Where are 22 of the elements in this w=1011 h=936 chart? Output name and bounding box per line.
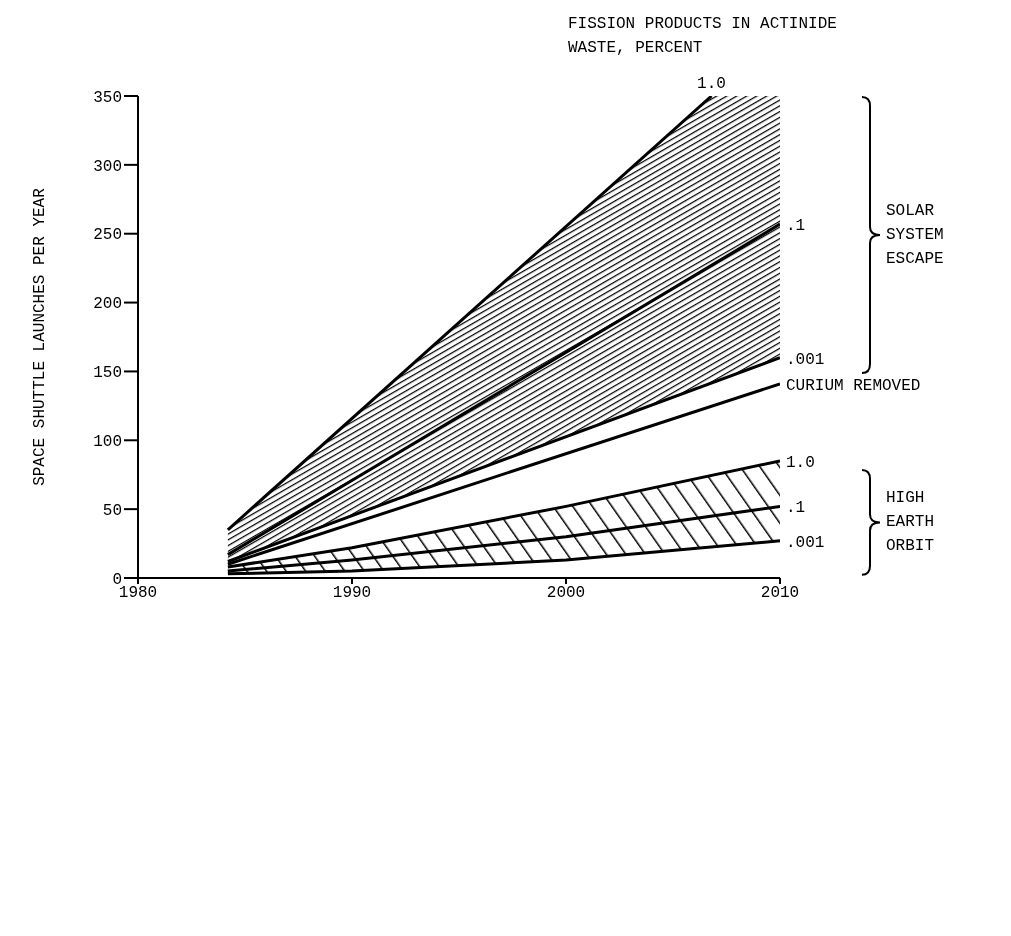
y-tick-label: 150 bbox=[93, 364, 122, 383]
series-label: 1.0 bbox=[697, 75, 726, 93]
series-label: CURIUM REMOVED bbox=[786, 376, 921, 395]
x-tick-label: 2010 bbox=[760, 584, 800, 603]
y-tick-label: 200 bbox=[93, 295, 122, 314]
y-axis-title: SPACE SHUTTLE LAUNCHES PER YEAR bbox=[30, 187, 49, 486]
y-tick-label: 300 bbox=[93, 157, 122, 176]
x-tick-label: 1990 bbox=[332, 584, 372, 603]
text: HIGH EARTH ORBIT bbox=[886, 488, 935, 558]
series-label: .001 bbox=[786, 350, 825, 369]
legend-title: FISSION PRODUCTS IN ACTINIDE WASTE, PERCENT bbox=[568, 14, 838, 59]
y-tick-label: 50 bbox=[102, 501, 122, 520]
series-label: 1.0 bbox=[786, 453, 815, 472]
y-tick-label: 350 bbox=[93, 88, 122, 107]
y-tick-label: 250 bbox=[93, 226, 122, 245]
y-tick-label: 100 bbox=[93, 432, 122, 451]
x-tick-label: 2000 bbox=[546, 584, 586, 603]
x-tick-label: 1980 bbox=[118, 584, 158, 603]
series-label: .1 bbox=[786, 499, 806, 518]
series-label: .001 bbox=[786, 533, 825, 552]
series-label: .1 bbox=[786, 217, 806, 236]
text: SOLAR SYSTEM ESCAPE bbox=[886, 200, 944, 270]
